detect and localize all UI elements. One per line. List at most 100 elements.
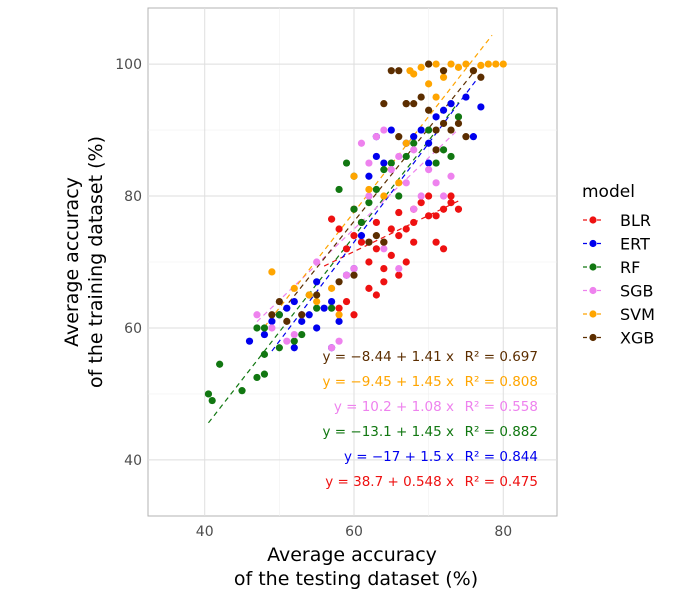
point-sgb xyxy=(402,179,410,187)
point-rf xyxy=(402,152,410,161)
y-tick-label: 60 xyxy=(124,321,142,337)
point-xgb xyxy=(380,238,388,246)
point-rf xyxy=(208,396,216,405)
point-sgb xyxy=(365,159,373,167)
point-svm xyxy=(380,192,388,200)
point-svm xyxy=(313,297,321,306)
point-blr xyxy=(447,199,455,207)
legend-label: ERT xyxy=(620,235,650,254)
x-axis-title-line1: Average accuracy xyxy=(267,544,437,566)
point-sgb xyxy=(335,337,343,345)
point-ert xyxy=(372,152,380,161)
point-svm xyxy=(462,60,470,68)
point-xgb xyxy=(417,93,425,101)
r-squared-sgb: R² = 0.558 xyxy=(465,399,538,415)
point-blr xyxy=(335,304,343,312)
legend-label: XGB xyxy=(620,329,654,348)
fit-line-sgb xyxy=(256,128,459,323)
point-blr xyxy=(425,212,433,220)
point-blr xyxy=(342,245,351,253)
y-axis-title-line2: of the training dataset (%) xyxy=(85,136,107,388)
point-blr xyxy=(439,245,448,253)
point-blr xyxy=(335,225,343,233)
point-svm xyxy=(350,172,358,180)
legend-label: BLR xyxy=(620,211,651,230)
equation-ert: y = −17 + 1.5 x xyxy=(344,449,454,465)
point-rf xyxy=(439,146,448,154)
point-blr xyxy=(432,238,440,246)
r-squared-svm: R² = 0.808 xyxy=(465,374,538,390)
point-blr xyxy=(410,238,418,246)
point-sgb xyxy=(410,146,418,154)
point-sgb xyxy=(372,133,380,141)
point-blr xyxy=(365,284,373,292)
point-xgb xyxy=(365,238,373,246)
point-blr xyxy=(395,208,403,217)
point-ert xyxy=(365,172,373,180)
point-sgb xyxy=(380,126,388,134)
point-xgb xyxy=(275,297,283,306)
r-squared-rf: R² = 0.882 xyxy=(465,424,538,440)
legend-key-point xyxy=(589,216,597,224)
point-xgb xyxy=(432,146,440,154)
point-ert xyxy=(425,159,433,167)
point-svm xyxy=(447,60,455,68)
point-sgb xyxy=(395,264,403,273)
point-xgb xyxy=(432,126,440,134)
point-xgb xyxy=(313,291,321,299)
point-blr xyxy=(432,212,440,220)
x-tick-label: 60 xyxy=(345,524,363,540)
point-svm xyxy=(454,63,463,71)
point-rf xyxy=(216,360,224,368)
point-svm xyxy=(328,284,336,292)
point-rf xyxy=(275,344,283,352)
point-svm xyxy=(395,179,403,187)
point-ert xyxy=(380,159,388,167)
r-squared-ert: R² = 0.844 xyxy=(465,449,538,465)
legend-label: RF xyxy=(620,258,640,277)
point-sgb xyxy=(380,245,388,253)
legend-label: SVM xyxy=(620,305,655,324)
point-rf xyxy=(395,192,403,200)
point-xgb xyxy=(462,133,470,141)
point-sgb xyxy=(395,152,403,161)
point-xgb xyxy=(402,100,410,108)
point-sgb xyxy=(387,166,395,174)
x-axis-title-line2: of the testing dataset (%) xyxy=(234,568,478,590)
equation-xgb: y = −8.44 + 1.41 x xyxy=(323,349,455,365)
point-blr xyxy=(328,215,336,223)
point-svm xyxy=(402,139,410,147)
point-blr xyxy=(372,218,380,227)
r-squared-blr: R² = 0.475 xyxy=(465,474,538,490)
legend-label: SGB xyxy=(620,282,654,301)
r-squared-xgb: R² = 0.697 xyxy=(465,349,538,365)
point-svm xyxy=(499,60,507,68)
point-sgb xyxy=(365,192,373,200)
point-xgb xyxy=(439,67,448,75)
point-xgb xyxy=(380,100,388,108)
point-svm xyxy=(410,70,418,78)
regression-annotations: y = −8.44 + 1.41 x R² = 0.697 y = −9.45 + … xyxy=(323,349,539,490)
point-sgb xyxy=(342,271,351,279)
legend-key-point xyxy=(589,239,597,248)
point-rf xyxy=(253,324,261,332)
point-rf xyxy=(313,304,321,312)
point-ert xyxy=(417,126,425,134)
point-sgb xyxy=(417,192,425,200)
point-rf xyxy=(342,159,351,167)
point-rf xyxy=(290,337,298,345)
point-xgb xyxy=(439,119,448,128)
point-svm xyxy=(417,63,425,71)
point-xgb xyxy=(395,133,403,141)
point-ert xyxy=(447,100,455,108)
point-xgb xyxy=(425,60,433,68)
x-tick-label: 40 xyxy=(196,524,214,540)
point-rf xyxy=(350,205,358,213)
legend-key-point xyxy=(589,286,597,295)
point-svm xyxy=(268,268,276,276)
point-rf xyxy=(298,330,306,339)
point-xgb xyxy=(298,311,306,319)
point-xgb xyxy=(387,67,395,75)
point-blr xyxy=(395,271,403,279)
